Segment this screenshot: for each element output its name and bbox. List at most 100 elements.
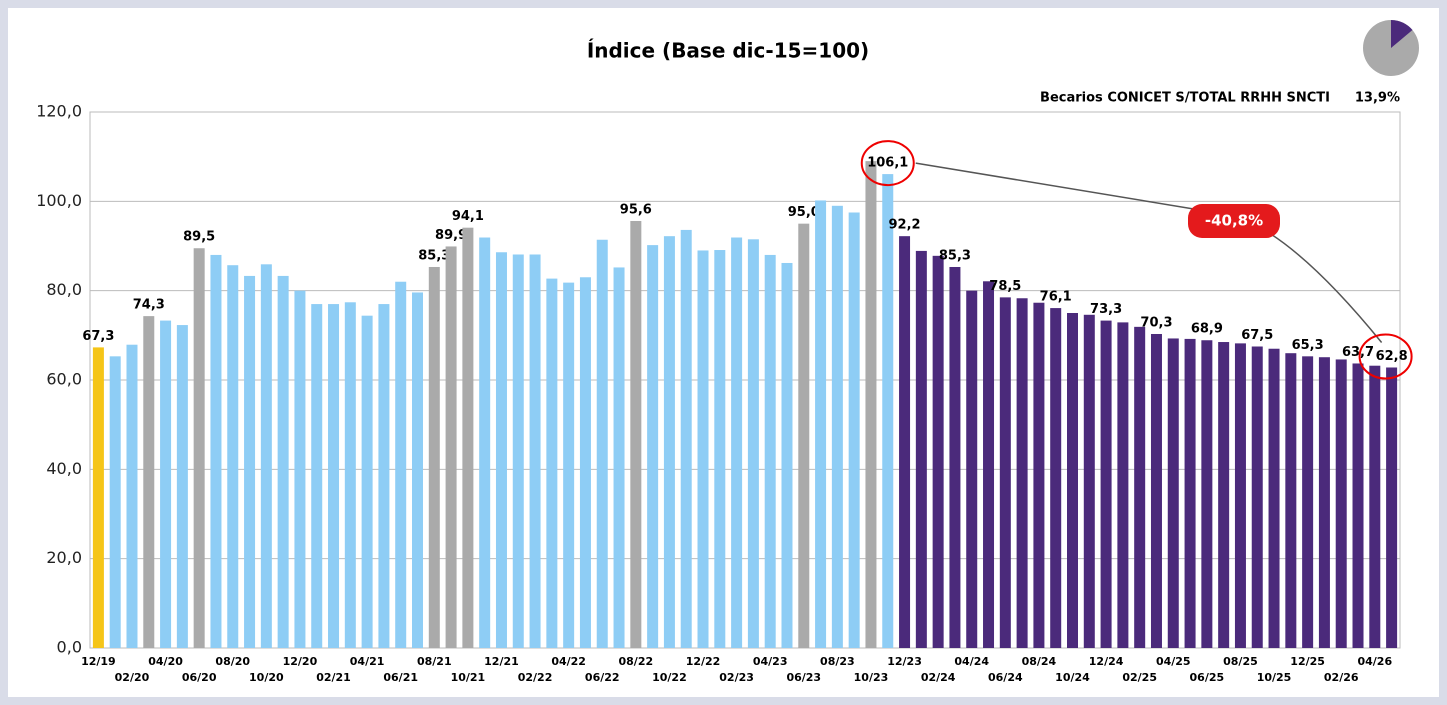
bar [764, 254, 776, 648]
bar [479, 237, 491, 648]
x-tick-label: 02/24 [921, 671, 956, 684]
bar [495, 252, 507, 648]
x-tick-label: 06/20 [182, 671, 217, 684]
bar [1318, 357, 1330, 648]
annotation: -40,8% [1205, 212, 1263, 230]
bar [546, 278, 558, 648]
bar [1033, 302, 1045, 648]
highlight-circle [1358, 333, 1413, 380]
value-label: 85,3 [418, 248, 450, 263]
bar [1268, 348, 1280, 648]
x-tick-label: 10/21 [451, 671, 486, 684]
x-tick-label: 10/24 [1055, 671, 1090, 684]
bar [1285, 353, 1297, 648]
bar [193, 248, 205, 648]
bar [277, 275, 289, 648]
x-tick-label: 08/20 [215, 655, 250, 668]
bar [680, 229, 692, 649]
x-tick-label: 02/23 [719, 671, 754, 684]
bar [1352, 363, 1364, 648]
x-tick-label: 06/22 [585, 671, 620, 684]
bar [1150, 333, 1162, 648]
bar [882, 174, 894, 648]
value-label: 73,3 [1090, 302, 1122, 317]
bar [815, 200, 827, 648]
value-label: 94,1 [452, 209, 484, 224]
bar [1201, 340, 1213, 648]
bar [1251, 346, 1263, 648]
bar [126, 344, 138, 648]
bar [1386, 367, 1398, 648]
bar [210, 254, 222, 648]
bar [311, 304, 323, 648]
y-tick-label: 100,0 [36, 191, 82, 210]
x-tick-label: 04/23 [753, 655, 788, 668]
value-label: 95,6 [620, 202, 652, 217]
value-label: 92,2 [889, 218, 921, 233]
x-tick-label: 04/24 [954, 655, 989, 668]
x-tick-label: 12/22 [686, 655, 721, 668]
bar [1016, 298, 1028, 648]
y-tick-label: 80,0 [46, 280, 82, 299]
bar [596, 239, 608, 648]
y-tick-label: 40,0 [46, 459, 82, 478]
bar [412, 292, 423, 648]
x-tick-label: 02/21 [316, 671, 351, 684]
value-label: 76,1 [1040, 290, 1072, 305]
x-tick-label: 04/26 [1357, 655, 1392, 668]
value-label: 78,5 [989, 279, 1021, 294]
bar [663, 236, 675, 648]
bar [1184, 338, 1196, 648]
x-tick-label: 10/23 [854, 671, 889, 684]
bar [1167, 338, 1179, 648]
value-label: 62,8 [1376, 349, 1408, 364]
value-label: 106,1 [867, 156, 908, 171]
bar [260, 264, 272, 648]
bar [848, 212, 860, 648]
x-tick-label: 12/23 [887, 655, 922, 668]
x-tick-label: 02/25 [1122, 671, 1157, 684]
bar [630, 220, 642, 648]
bar [512, 254, 524, 648]
bar [1117, 322, 1129, 648]
x-tick-label: 06/23 [786, 671, 821, 684]
x-tick-label: 04/25 [1156, 655, 1191, 668]
bar [378, 304, 390, 648]
bar [395, 281, 407, 648]
bar [647, 245, 659, 648]
bar [798, 223, 810, 648]
bar [915, 250, 927, 648]
bar [949, 266, 961, 648]
bar [1083, 314, 1095, 648]
bar [445, 246, 457, 649]
y-tick-label: 60,0 [46, 370, 82, 389]
bar [865, 161, 877, 648]
bar [109, 356, 121, 648]
bar [462, 227, 474, 649]
bar [731, 237, 743, 648]
pie-value-label: 13,9% [1355, 91, 1400, 106]
highlight-circle [860, 140, 915, 187]
bar [160, 320, 172, 648]
bar [1335, 359, 1347, 648]
x-tick-label: 06/25 [1190, 671, 1225, 684]
x-tick-label: 10/22 [652, 671, 687, 684]
bar [1050, 308, 1062, 648]
x-tick-label: 08/23 [820, 655, 855, 668]
x-tick-label: 08/25 [1223, 655, 1258, 668]
value-label: 63,7 [1342, 345, 1374, 360]
x-tick-label: 12/24 [1089, 655, 1124, 668]
x-tick-label: 10/25 [1257, 671, 1292, 684]
bar [176, 325, 188, 648]
bar [143, 316, 155, 648]
bar [747, 239, 759, 649]
y-tick-label: 20,0 [46, 548, 82, 567]
x-tick-label: 12/19 [81, 655, 116, 668]
x-tick-label: 02/20 [115, 671, 150, 684]
chart-title: Índice (Base dic-15=100) [587, 39, 869, 63]
value-label: 68,9 [1191, 322, 1223, 337]
bar [428, 266, 440, 648]
bar [529, 254, 541, 648]
